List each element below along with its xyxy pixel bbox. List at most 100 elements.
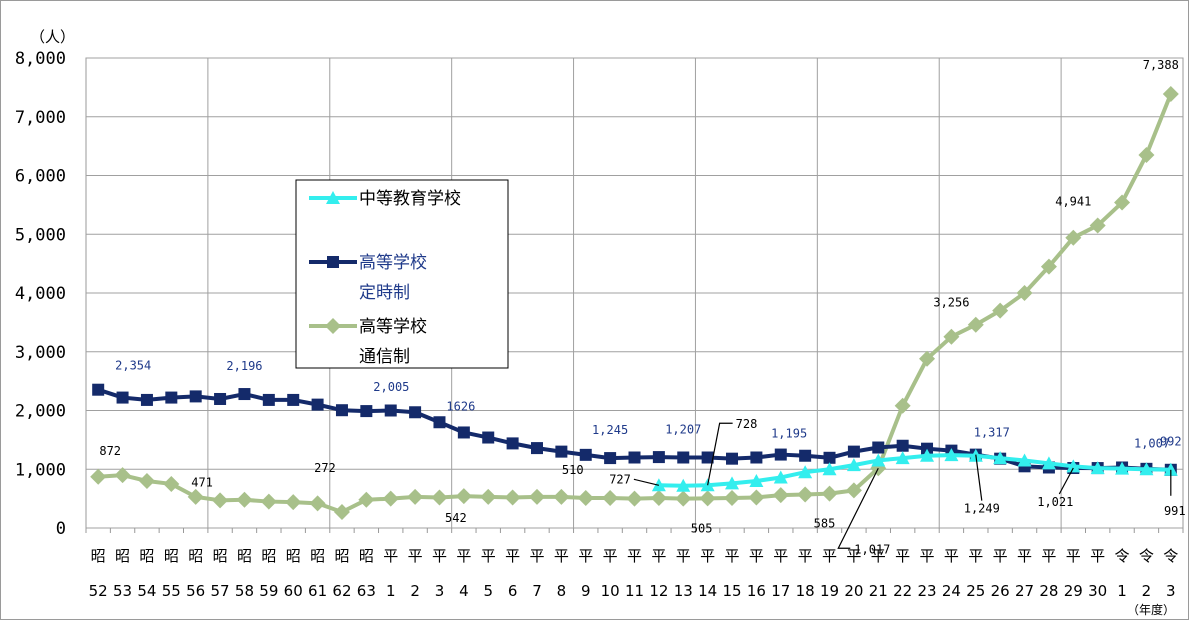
x-tick-era: 平	[920, 547, 935, 565]
x-tick-year: 61	[308, 582, 327, 600]
data-point-1	[506, 437, 519, 450]
x-tick-era: 平	[456, 547, 471, 565]
data-point-1	[799, 449, 812, 462]
data-point-2	[675, 490, 692, 507]
data-point-0	[749, 474, 764, 487]
x-tick-year: 26	[991, 582, 1010, 600]
x-tick-era: 平	[554, 547, 569, 565]
x-tick-year: 20	[844, 582, 863, 600]
x-tick-era: 昭	[261, 547, 276, 565]
data-point-2	[553, 488, 570, 505]
x-tick-era: 平	[895, 547, 910, 565]
x-tick-year: 30	[1088, 582, 1107, 600]
x-tick-year: 2	[1142, 582, 1152, 600]
x-tick-year: 19	[820, 582, 839, 600]
x-tick-year: 21	[869, 582, 888, 600]
data-label: 1,021	[1037, 495, 1073, 509]
data-point-2	[845, 482, 862, 499]
data-label: 872	[99, 444, 121, 458]
x-tick-year: 55	[162, 582, 181, 600]
legend-label: 高等学校	[359, 253, 427, 273]
x-tick-year: 13	[674, 582, 693, 600]
data-point-0	[725, 476, 740, 490]
data-point-2	[650, 490, 667, 507]
data-point-1	[409, 406, 422, 419]
leader-line	[837, 467, 879, 549]
y-tick-label: 8,000	[15, 49, 66, 69]
data-label: 1,195	[771, 427, 807, 441]
legend-swatch-marker	[326, 191, 340, 204]
x-tick-year: 57	[211, 582, 230, 600]
x-tick-year: 60	[284, 582, 303, 600]
x-tick-era: 令	[1163, 547, 1178, 565]
x-tick-year: 54	[137, 582, 156, 600]
x-tick-era: 平	[578, 547, 593, 565]
data-point-1	[360, 405, 373, 418]
x-tick-era: 平	[1041, 547, 1056, 565]
data-label: 1,007	[1134, 436, 1170, 450]
series-line-2	[98, 93, 1173, 515]
y-tick-label: 0	[56, 519, 66, 539]
x-tick-era: 平	[432, 547, 447, 565]
x-tick-era: 平	[529, 547, 544, 565]
x-tick-year: 63	[357, 582, 376, 600]
x-tick-year: 25	[966, 582, 985, 600]
x-tick-year: 56	[186, 582, 205, 600]
data-label: 2,354	[115, 359, 151, 373]
data-label: 2,196	[226, 359, 262, 373]
data-label: 991	[1164, 504, 1186, 518]
data-point-1	[335, 404, 348, 417]
data-point-2	[1089, 217, 1106, 234]
data-point-1	[921, 442, 934, 455]
data-point-1	[701, 451, 714, 464]
x-tick-year: 22	[893, 582, 912, 600]
x-tick-era: 平	[773, 547, 788, 565]
data-label: 992	[1160, 435, 1182, 449]
x-tick-era: 昭	[91, 547, 106, 565]
data-point-2	[163, 475, 180, 492]
data-point-2	[919, 350, 936, 367]
data-point-0	[1066, 459, 1081, 473]
data-point-1	[628, 451, 641, 464]
data-point-1	[896, 439, 909, 452]
data-label: 728	[736, 417, 758, 431]
x-tick-era: 平	[1090, 547, 1105, 565]
data-point-0	[676, 478, 691, 492]
x-tick-era: 平	[749, 547, 764, 565]
x-tick-year: 3	[1166, 582, 1176, 600]
data-point-1	[652, 451, 665, 464]
data-point-1	[482, 431, 495, 444]
data-point-2	[1162, 85, 1179, 102]
x-tick-year: 5	[483, 582, 493, 600]
data-label: 1,249	[964, 502, 1000, 516]
data-point-1	[189, 390, 202, 403]
x-tick-year: 1	[1117, 582, 1127, 600]
x-tick-era: 昭	[213, 547, 228, 565]
x-tick-year: 8	[557, 582, 567, 600]
y-tick-label: 5,000	[15, 225, 66, 245]
series-line-0	[658, 453, 1171, 488]
data-point-0	[993, 451, 1008, 465]
data-point-2	[333, 504, 350, 521]
x-tick-year: 59	[259, 582, 278, 600]
x-tick-era: 平	[1017, 547, 1032, 565]
data-point-2	[187, 488, 204, 505]
data-point-2	[138, 473, 155, 489]
x-tick-era: 昭	[164, 547, 179, 565]
legend-label: 定時制	[359, 283, 410, 303]
data-point-2	[480, 488, 497, 505]
x-tick-year: 52	[89, 582, 108, 600]
data-label: 2,005	[373, 380, 409, 394]
y-tick-label: 6,000	[15, 167, 66, 187]
data-label: 4,941	[1055, 195, 1091, 209]
x-tick-era: 平	[822, 547, 837, 565]
x-tick-era: 平	[603, 547, 618, 565]
x-tick-era: 平	[627, 547, 642, 565]
data-point-2	[358, 491, 375, 508]
x-tick-era: 令	[1115, 547, 1130, 565]
data-point-1	[677, 451, 690, 464]
data-point-1	[262, 393, 275, 406]
x-tick-era: 平	[408, 547, 423, 565]
x-tick-year: 16	[747, 582, 766, 600]
legend-label: 高等学校	[359, 317, 427, 337]
